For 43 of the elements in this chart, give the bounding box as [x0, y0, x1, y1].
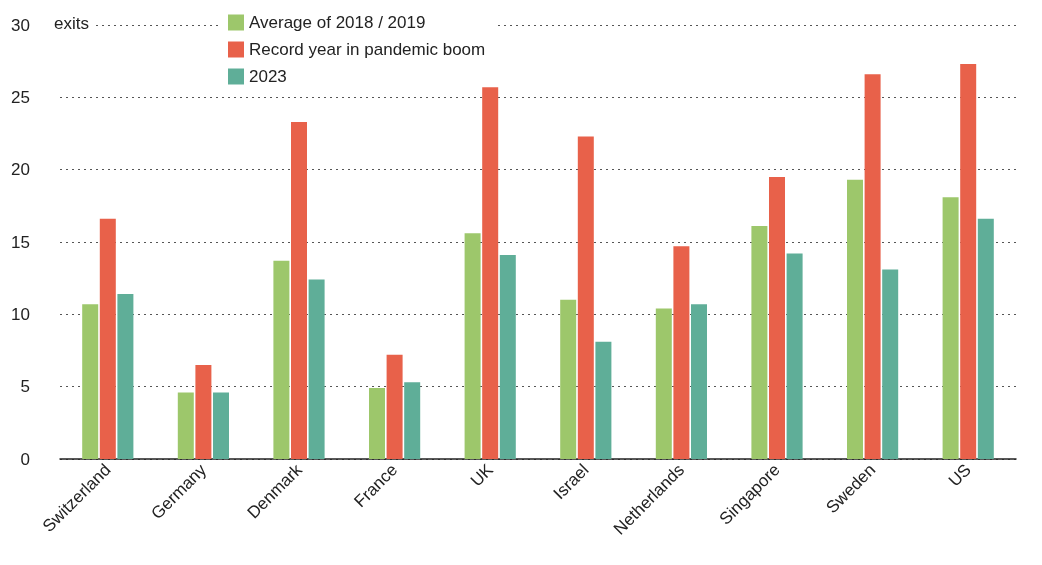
y-tick-label: 10 — [11, 304, 30, 324]
bar — [369, 388, 385, 459]
bar — [977, 218, 994, 459]
y-tick-label: 25 — [11, 87, 30, 107]
bar — [960, 64, 977, 459]
y-axis-title: exits — [54, 14, 89, 33]
bar — [82, 304, 99, 459]
y-tick-label: 0 — [20, 449, 30, 469]
bar — [942, 197, 959, 459]
bar — [786, 253, 803, 459]
y-tick-label: 15 — [11, 232, 30, 252]
bar — [847, 179, 863, 459]
bar — [177, 392, 194, 459]
legend-label: Average of 2018 / 2019 — [249, 13, 426, 32]
bar — [751, 226, 768, 459]
bar — [195, 364, 212, 459]
bar — [117, 294, 134, 459]
x-tick-label: US — [944, 460, 975, 491]
bar — [864, 74, 881, 459]
bar — [464, 233, 481, 459]
legend-label: 2023 — [249, 67, 287, 86]
bar — [213, 392, 229, 459]
bar — [99, 218, 116, 459]
bar — [655, 308, 672, 459]
y-tick-label: 20 — [11, 160, 30, 180]
bar — [577, 136, 594, 459]
bar — [273, 260, 290, 459]
bar — [291, 121, 307, 459]
bar — [882, 269, 899, 459]
legend-label: Record year in pandemic boom — [249, 40, 486, 59]
bar — [673, 246, 690, 459]
bar — [308, 279, 325, 459]
bar — [404, 382, 421, 459]
bar — [691, 304, 707, 459]
y-tick-label: 30 — [11, 15, 30, 35]
y-tick-label: 5 — [20, 377, 30, 397]
bar — [482, 87, 499, 459]
x-tick-label: UK — [466, 459, 498, 491]
bar — [560, 299, 577, 459]
bar — [769, 176, 785, 459]
bar — [386, 354, 403, 459]
bar — [595, 341, 612, 459]
bar — [499, 255, 516, 459]
